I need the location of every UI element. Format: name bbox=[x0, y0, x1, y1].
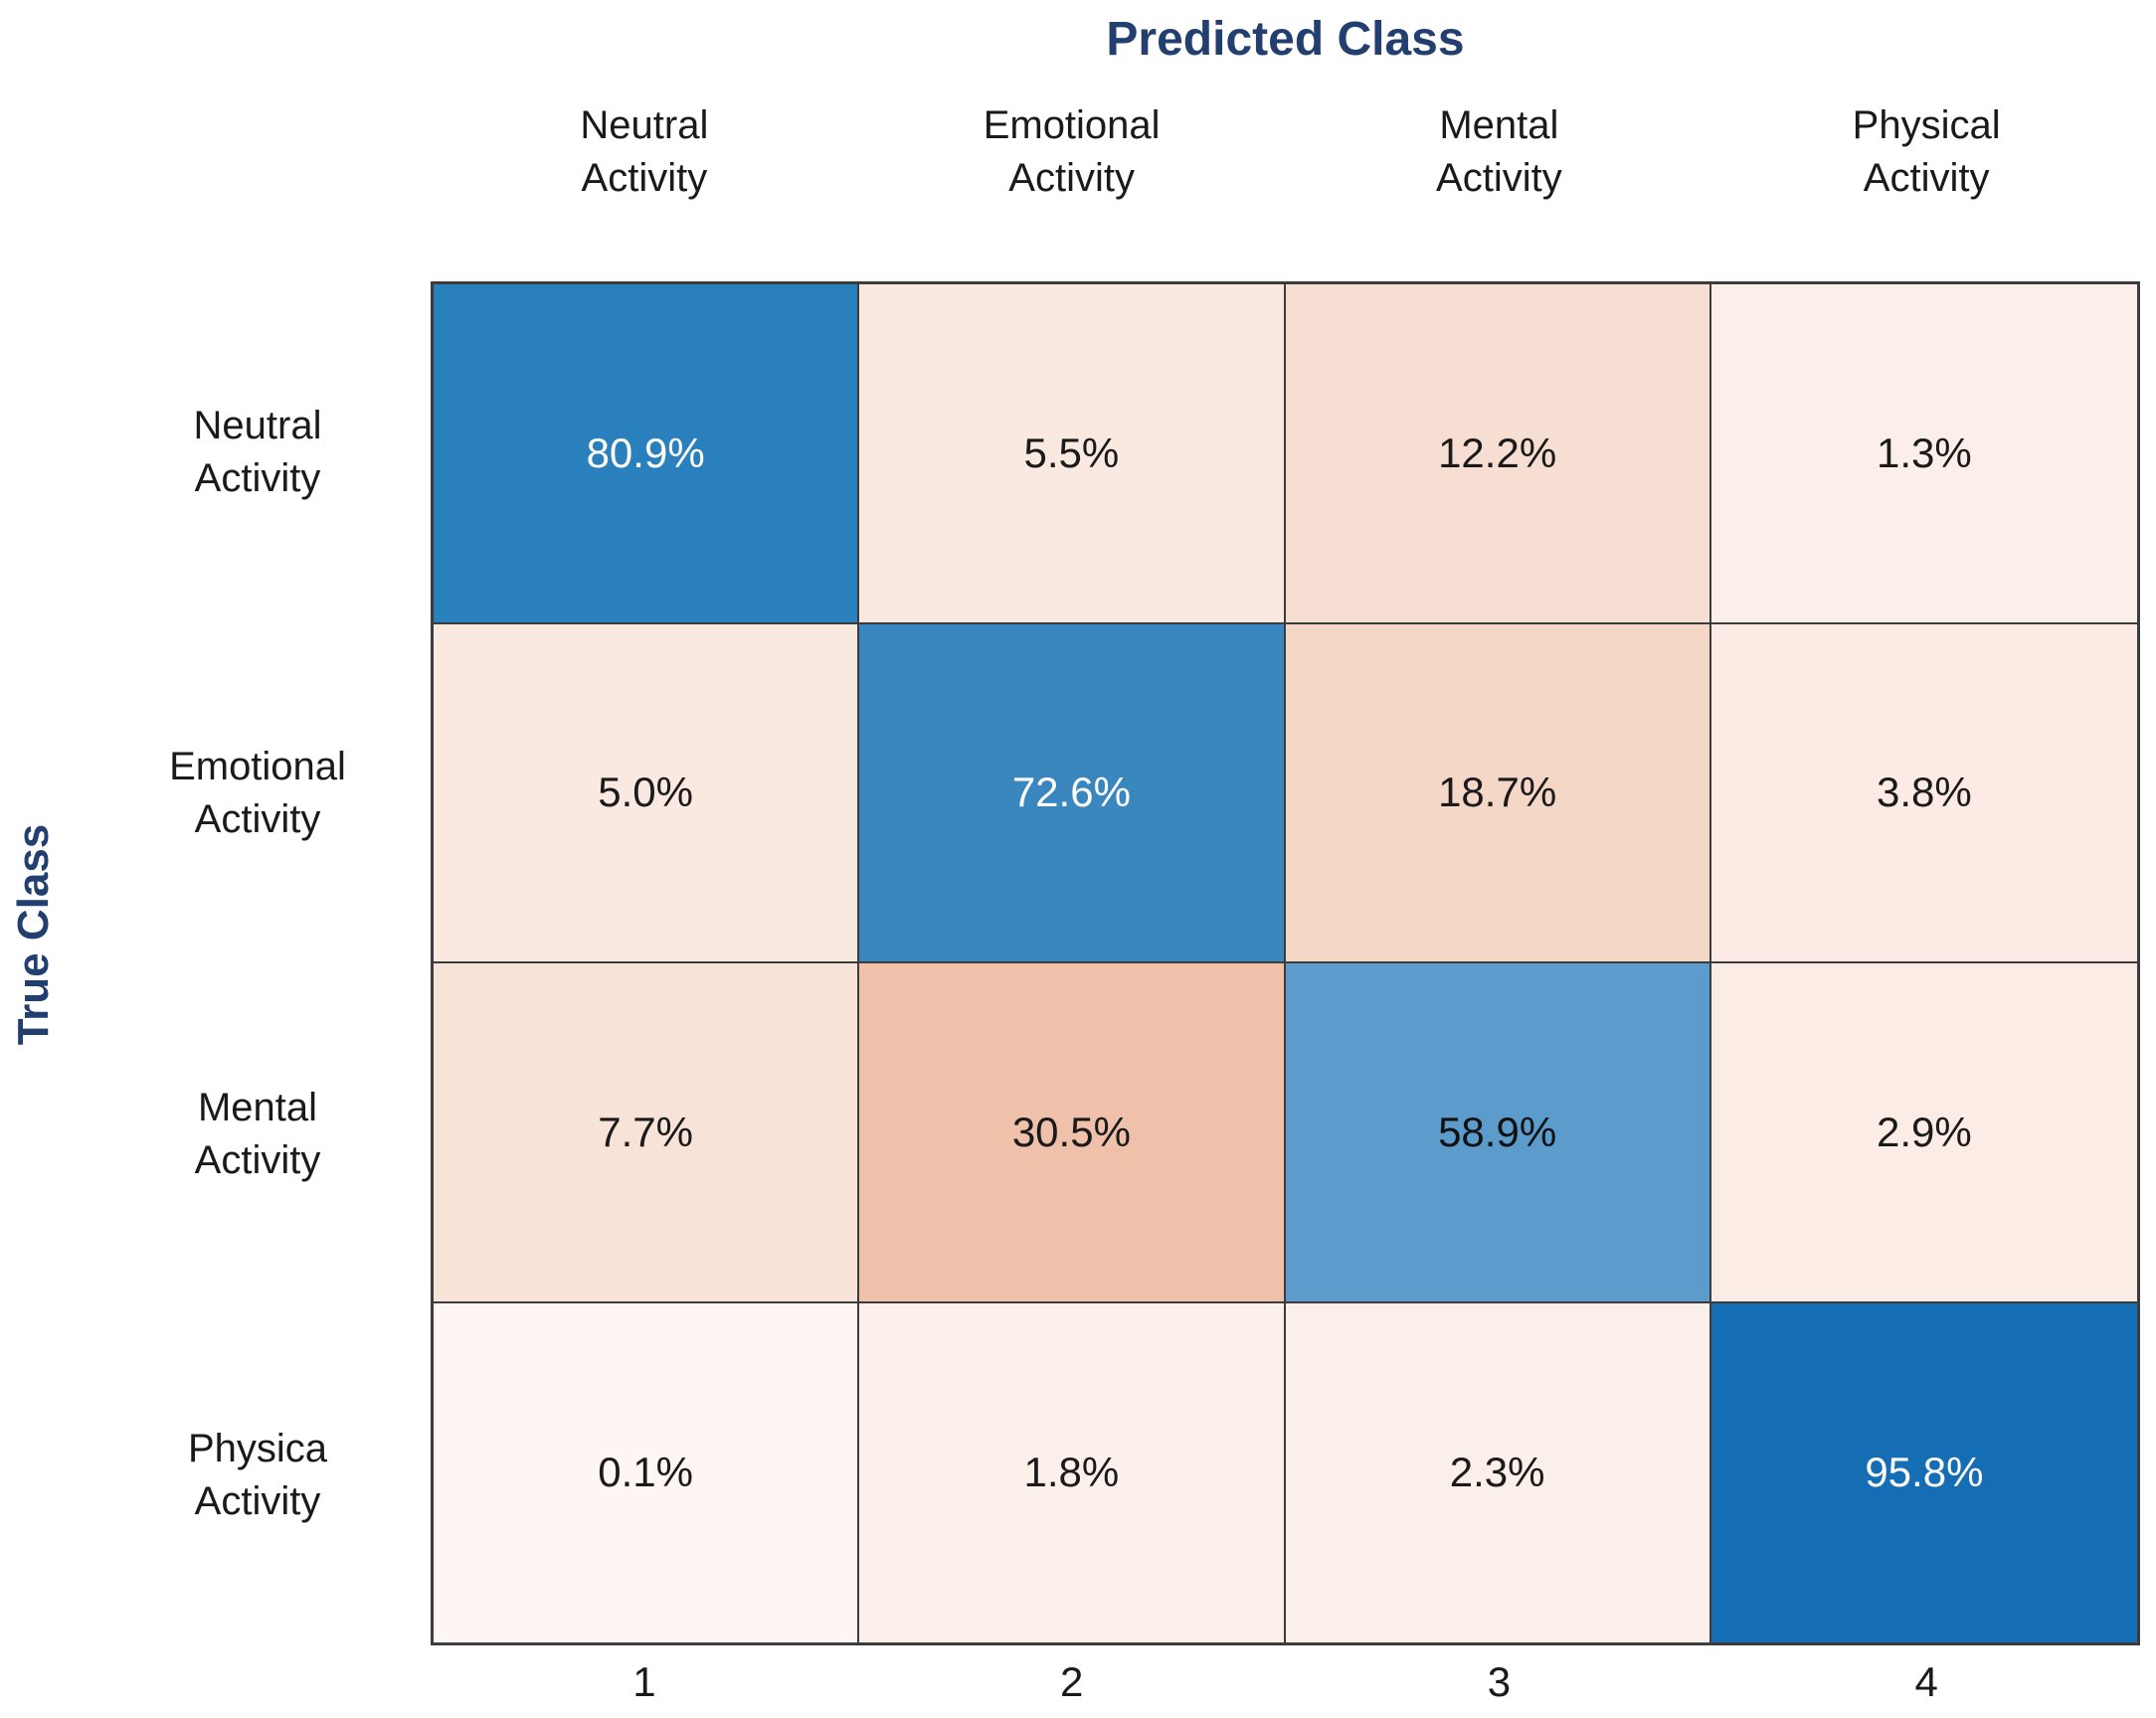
matrix-cell: 72.6% bbox=[859, 623, 1286, 963]
row-label-line: Activity bbox=[194, 1478, 321, 1523]
column-header: Physical Activity bbox=[1712, 99, 2140, 205]
column-headers: Neutral Activity Emotional Activity Mental Ac… bbox=[431, 99, 2140, 205]
row-label-line: Mental bbox=[197, 1085, 318, 1129]
column-header-line: Emotional bbox=[983, 103, 1161, 147]
x-tick-label: 2 bbox=[1059, 1658, 1084, 1705]
matrix-cell: 3.8% bbox=[1710, 623, 2137, 963]
matrix-cell: 2.9% bbox=[1710, 963, 2137, 1303]
matrix-cell: 7.7% bbox=[434, 963, 860, 1303]
column-header-line: Activity bbox=[1008, 155, 1135, 200]
row-label: Physica Activity bbox=[0, 1304, 416, 1645]
matrix-cell: 1.3% bbox=[1710, 284, 2137, 624]
column-header-line: Activity bbox=[1436, 155, 1562, 200]
x-tick-labels: 1 2 3 4 bbox=[431, 1658, 2140, 1706]
matrix-cell: 2.3% bbox=[1285, 1302, 1711, 1642]
column-header: Mental Activity bbox=[1286, 99, 1713, 205]
row-labels: Neutral Activity Emotional Activity Mental Ac… bbox=[0, 281, 416, 1645]
matrix-cell: 30.5% bbox=[859, 963, 1286, 1303]
row-label: Neutral Activity bbox=[0, 281, 416, 622]
matrix-cell: 95.8% bbox=[1710, 1302, 2137, 1642]
x-tick-label: 4 bbox=[1914, 1658, 1938, 1705]
predicted-class-title: Predicted Class bbox=[1106, 13, 1465, 66]
row-label-line: Emotional bbox=[169, 744, 346, 788]
x-tick-label: 1 bbox=[632, 1658, 656, 1705]
column-header-line: Mental bbox=[1439, 103, 1559, 147]
column-header: Emotional Activity bbox=[858, 99, 1286, 205]
column-header-line: Activity bbox=[581, 155, 708, 200]
row-label: Mental Activity bbox=[0, 963, 416, 1304]
matrix-cell: 0.1% bbox=[434, 1302, 860, 1642]
row-label-line: Activity bbox=[194, 455, 321, 500]
matrix-grid: 80.9% 5.5% 12.2% 1.3% 5.0% 72.6% 18.7% 3.8% 7.7%… bbox=[431, 281, 2140, 1645]
row-label: Emotional Activity bbox=[0, 622, 416, 963]
column-header-line: Neutral bbox=[580, 103, 709, 147]
matrix-cell: 12.2% bbox=[1285, 284, 1711, 624]
matrix-cell: 1.8% bbox=[859, 1302, 1286, 1642]
row-label-line: Activity bbox=[194, 796, 321, 841]
column-header-line: Physical bbox=[1852, 103, 2001, 147]
matrix-cell: 5.0% bbox=[434, 623, 860, 963]
row-label-line: Physica bbox=[187, 1426, 328, 1470]
column-header-line: Activity bbox=[1863, 155, 1990, 200]
row-label-line: Neutral bbox=[193, 403, 322, 447]
row-label-line: Activity bbox=[194, 1137, 321, 1182]
column-header: Neutral Activity bbox=[431, 99, 858, 205]
matrix-cell: 5.5% bbox=[859, 284, 1286, 624]
matrix-cell: 58.9% bbox=[1285, 963, 1711, 1303]
x-tick-label: 3 bbox=[1487, 1658, 1512, 1705]
matrix-cell: 18.7% bbox=[1285, 623, 1711, 963]
matrix-cell: 80.9% bbox=[434, 284, 860, 624]
